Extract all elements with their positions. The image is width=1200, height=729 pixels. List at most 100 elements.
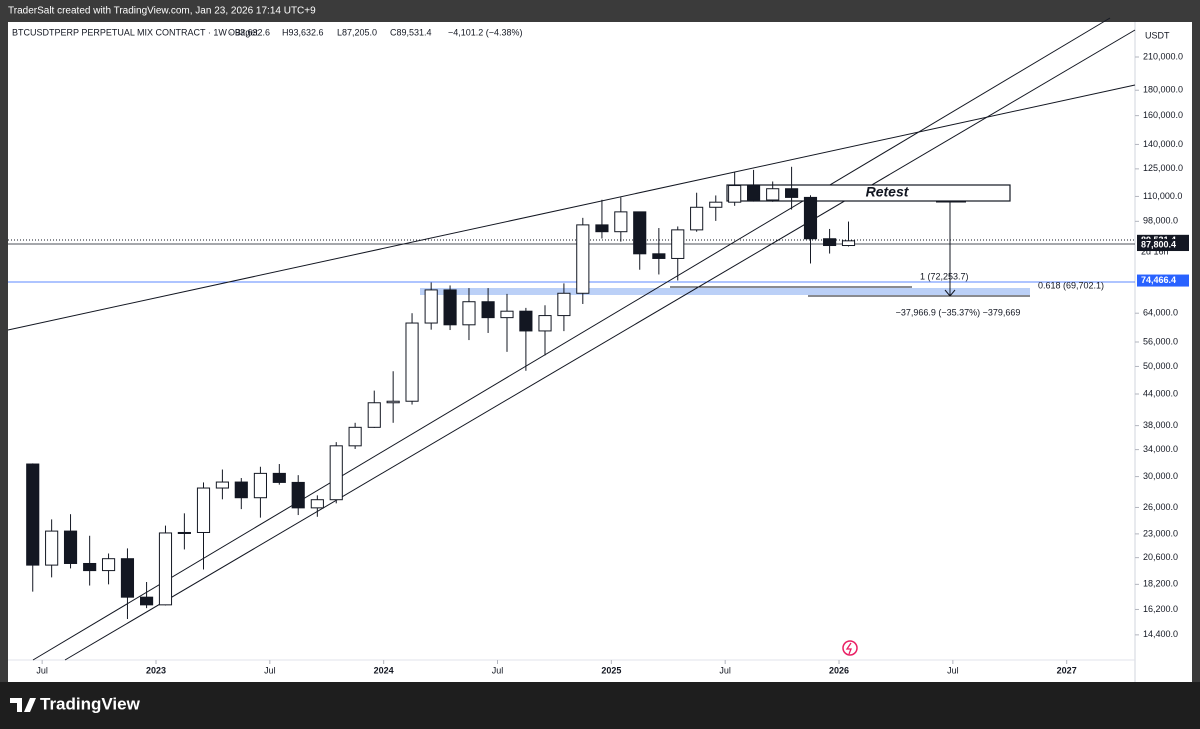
- measure-arrow: [944, 289, 956, 297]
- candle-body: [557, 292, 571, 317]
- ohlc-close: C89,531.4: [390, 27, 432, 37]
- candle: [576, 217, 590, 304]
- candle: [557, 283, 571, 332]
- y-tick-label: 34,000.0: [1143, 444, 1178, 454]
- support-zone: [420, 288, 1030, 295]
- candle-body: [690, 206, 704, 231]
- candle-body: [120, 558, 135, 598]
- candle-body: [348, 426, 362, 447]
- candle: [841, 221, 856, 247]
- y-tick-label: 210,000.0: [1143, 51, 1183, 61]
- ohlc-change: −4,101.2 (−4.38%): [448, 27, 523, 37]
- footer-logo: TradingView: [40, 694, 141, 713]
- y-tick-label: 180,000.0: [1143, 85, 1183, 95]
- candle: [728, 171, 742, 206]
- candle: [63, 514, 78, 569]
- candle: [803, 195, 818, 264]
- currency: USDT: [1145, 30, 1170, 40]
- candle-body: [215, 481, 229, 489]
- candle: [386, 371, 400, 423]
- candle-body: [140, 596, 154, 606]
- countdown: 2d 16h: [1141, 247, 1169, 257]
- candle: [595, 199, 609, 239]
- candle: [823, 228, 837, 254]
- ohlc-high: H93,632.6: [282, 27, 324, 37]
- candle: [652, 228, 666, 275]
- x-tick-label: 2027: [1057, 665, 1077, 675]
- candle-body: [329, 445, 343, 501]
- candle: [614, 197, 628, 242]
- y-tick-label: 160,000.0: [1143, 110, 1183, 120]
- candle-body: [196, 487, 211, 533]
- candle: [196, 482, 211, 570]
- candle-body: [272, 472, 286, 483]
- candle-body: [803, 196, 818, 240]
- candle: [45, 519, 59, 578]
- y-tick-label: 64,000.0: [1143, 308, 1178, 318]
- y-tick-label: 18,200.0: [1143, 579, 1178, 589]
- y-tick-label: 56,000.0: [1143, 336, 1178, 346]
- candle: [348, 422, 362, 449]
- candle-body: [746, 185, 761, 201]
- candle-body: [841, 240, 856, 247]
- candle-body: [101, 558, 116, 572]
- candle: [215, 469, 229, 500]
- candle: [26, 463, 40, 592]
- x-tick-label: 2024: [374, 665, 394, 675]
- candle-body: [519, 310, 533, 332]
- candle-body: [633, 211, 647, 255]
- candle: [367, 390, 381, 428]
- y-tick-label: 50,000.0: [1143, 361, 1178, 371]
- y-tick-label: 16,200.0: [1143, 604, 1178, 614]
- candle-body: [709, 201, 723, 208]
- y-tick-label: 26,000.0: [1143, 502, 1178, 512]
- measure-label: −37,966.9 (−35.37%) −379,669: [896, 307, 1021, 317]
- symbol: BTCUSDTPERP PERPETUAL MIX CONTRACT · 1W …: [12, 27, 258, 37]
- candle: [633, 211, 647, 270]
- trendline: [64, 29, 1136, 661]
- event-icon: [842, 640, 858, 656]
- candle-body: [671, 229, 685, 259]
- candle-body: [785, 188, 799, 198]
- candle: [101, 553, 116, 585]
- y-tick-label: 140,000.0: [1143, 139, 1183, 149]
- candle-body: [538, 315, 552, 332]
- candle: [291, 475, 305, 516]
- candle: [500, 293, 514, 352]
- x-tick-label: 2026: [829, 665, 849, 675]
- candle: [746, 169, 761, 202]
- price-label-bg: [1137, 274, 1189, 287]
- y-tick-label: 23,000.0: [1143, 528, 1178, 538]
- candle-body: [462, 301, 476, 326]
- candle-body: [728, 185, 742, 203]
- candle: [785, 166, 799, 210]
- y-tick-label: 14,400.0: [1143, 629, 1178, 639]
- candle-body: [234, 481, 248, 499]
- candle: [462, 288, 476, 341]
- candle: [177, 513, 191, 550]
- candle-body: [405, 322, 419, 402]
- candle-body: [481, 301, 495, 319]
- trendline: [32, 17, 1111, 661]
- candle-body: [595, 224, 609, 233]
- y-tick-label: 30,000.0: [1143, 471, 1178, 481]
- fib-label: 0.618 (69,702.1): [1038, 280, 1104, 290]
- candle-body: [158, 532, 173, 606]
- x-tick-label: Jul: [264, 665, 276, 675]
- logo-mark: [10, 698, 36, 712]
- trendline: [7, 84, 1136, 331]
- x-tick-label: 2025: [601, 665, 621, 675]
- candle-body: [652, 253, 666, 259]
- candle: [424, 282, 438, 330]
- candle: [538, 305, 552, 356]
- candle: [671, 226, 685, 281]
- fib-label: 1 (72,253.7): [920, 271, 969, 281]
- candle-body: [291, 481, 305, 509]
- candle: [234, 478, 248, 510]
- x-tick-label: Jul: [947, 665, 959, 675]
- candle: [690, 192, 704, 232]
- y-tick-label: 20,600.0: [1143, 552, 1178, 562]
- candle-body: [386, 400, 400, 404]
- candle-body: [367, 402, 381, 428]
- candle-body: [766, 188, 780, 201]
